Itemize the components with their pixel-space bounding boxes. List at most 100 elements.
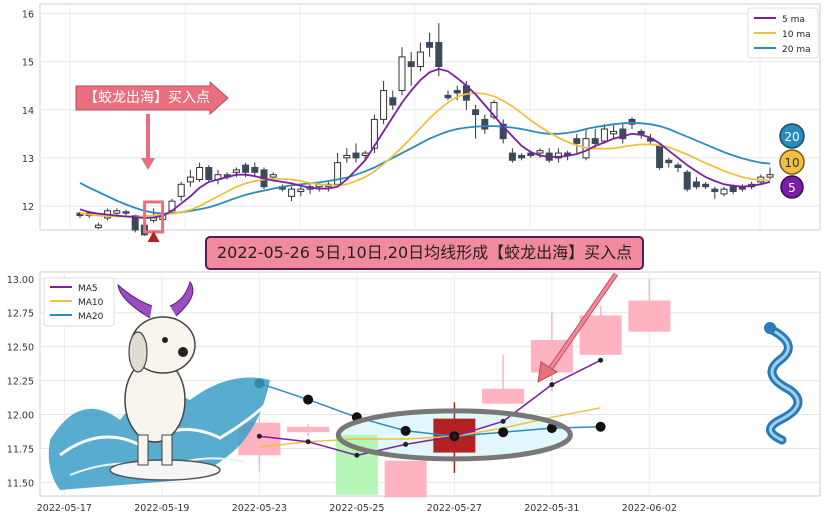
detail-ma5-point — [403, 441, 409, 447]
overview-candle-body — [536, 150, 544, 154]
detail-ma5-point — [598, 357, 604, 363]
detail-ma20-line — [259, 382, 601, 438]
overview-candle-body — [196, 166, 204, 181]
overview-candle-body — [242, 164, 250, 173]
callout-label: 【蛟龙出海】买入点 — [84, 90, 210, 106]
overview-signal-marker — [143, 200, 165, 242]
overview-candle-body — [518, 154, 526, 159]
overview-legend-label: 10 ma — [782, 30, 811, 40]
signal-banner: 2022-05-26 5日,10日,20日均线形成【蛟龙出海】买入点 — [205, 236, 645, 270]
ma10-badge — [779, 149, 805, 175]
overview-candle-body — [527, 152, 535, 156]
overview-candle-body — [720, 188, 728, 195]
overview-legend-label: 20 ma — [782, 45, 811, 55]
detail-y-tick-label: 12.75 — [7, 309, 34, 320]
callout-arrow-shape — [75, 80, 229, 170]
ma-badges: 20 10 5 — [779, 123, 805, 199]
detail-candle-body — [384, 460, 427, 498]
overview-y-tick-label: 15 — [22, 58, 34, 69]
overview-candle-body — [674, 164, 682, 168]
overview-candle-body — [619, 128, 627, 140]
overview-candle-body — [177, 183, 185, 197]
overview-candle-body — [186, 176, 194, 183]
overview-candle-body — [591, 138, 599, 144]
overview-candle-body — [416, 51, 424, 68]
overview-ma5-line — [79, 67, 771, 219]
overview-candle-body — [628, 118, 636, 125]
overview-candle-body — [370, 118, 378, 149]
overview-candle-body — [269, 174, 277, 178]
detail-x-tick-label: 2022-05-17 — [37, 503, 92, 514]
overview-candle-body — [113, 210, 121, 214]
overview-legend-box — [747, 7, 819, 59]
detail-candle-body — [335, 434, 378, 495]
dragon-illustration — [764, 322, 803, 445]
detail-ma5-point — [305, 439, 311, 445]
detail-ma5-point — [451, 433, 457, 439]
overview-candle-body — [334, 162, 342, 185]
signal-highlight-outline — [335, 408, 573, 462]
detail-legend-label: MA20 — [78, 312, 104, 322]
overview-legend-label: 5 ma — [782, 15, 805, 25]
overview-candle-body — [766, 174, 774, 178]
overview-ma20-line — [79, 121, 771, 215]
overview-candle-body — [692, 181, 700, 188]
dog-surfer-illustration — [48, 280, 270, 490]
detail-legend-label: MA5 — [78, 284, 98, 294]
overview-candle-body — [205, 166, 213, 181]
overview-candle-body — [426, 41, 434, 48]
overview-candle-body — [600, 128, 608, 142]
overview-ma-lines — [79, 67, 771, 219]
detail-x-tick-label: 2022-05-19 — [134, 503, 189, 514]
detail-y-tick-label: 12.00 — [7, 411, 34, 422]
detail-x-tick-label: 2022-05-27 — [427, 503, 482, 514]
overview-candle-body — [665, 159, 673, 164]
ma5-badge-label: 5 — [788, 181, 796, 195]
overview-ma10-line — [79, 92, 771, 218]
detail-candle-body — [579, 315, 622, 355]
overview-candle-body — [554, 152, 562, 159]
detail-ma20-point — [400, 425, 411, 436]
overview-candle-body — [398, 56, 406, 92]
overview-chart: 12 13 14 15 16 5 ma 10 ma 20 ma 20 10 5 — [22, 3, 821, 242]
detail-candle-body — [628, 300, 671, 332]
detail-ma20-point — [498, 427, 509, 438]
overview-candle-body — [343, 154, 351, 159]
detail-y-tick-label: 12.50 — [7, 343, 34, 354]
overview-y-axis: 12 13 14 15 16 — [22, 10, 34, 213]
overview-candle-body — [499, 123, 507, 140]
overview-y-tick-label: 12 — [22, 202, 34, 213]
overview-y-tick-label: 13 — [22, 154, 34, 165]
overview-candle-body — [702, 183, 710, 188]
detail-x-tick-label: 2022-05-31 — [524, 503, 579, 514]
detail-legend: MA5 MA10 MA20 — [43, 277, 115, 327]
detail-candle-body — [482, 388, 525, 404]
signal-highlight-ring — [335, 408, 573, 462]
overview-candle-body — [481, 118, 489, 130]
detail-ma5-point — [500, 418, 506, 424]
detail-ma20-point — [303, 394, 314, 405]
overview-candle-body — [508, 152, 516, 161]
detail-ma5-line — [259, 359, 601, 457]
detail-x-tick-label: 2022-05-25 — [329, 503, 384, 514]
overview-candle-body — [610, 130, 618, 135]
overview-candle-body — [288, 188, 296, 197]
detail-candles — [238, 278, 671, 498]
overview-candle-body — [94, 224, 102, 229]
detail-ma20-point — [595, 421, 606, 432]
detail-y-tick-label: 12.25 — [7, 377, 34, 388]
ma10-badge-label: 10 — [784, 156, 799, 170]
overview-candle-body — [232, 169, 240, 173]
detail-y-tick-label: 11.75 — [7, 444, 34, 455]
overview-y-tick-label: 14 — [22, 106, 34, 117]
overview-signal-triangle — [147, 230, 160, 242]
overview-candle-body — [453, 90, 461, 94]
overview-legend: 5 ma 10 ma 20 ma — [747, 7, 819, 59]
overview-candle-body — [380, 90, 388, 120]
detail-x-axis: 2022-05-17 2022-05-19 2022-05-23 2022-05-25… — [37, 503, 677, 514]
overview-candle-body — [389, 97, 397, 106]
detail-ma20-point — [546, 423, 557, 434]
overview-candle-body — [683, 171, 691, 190]
overview-candle-body — [472, 109, 480, 116]
